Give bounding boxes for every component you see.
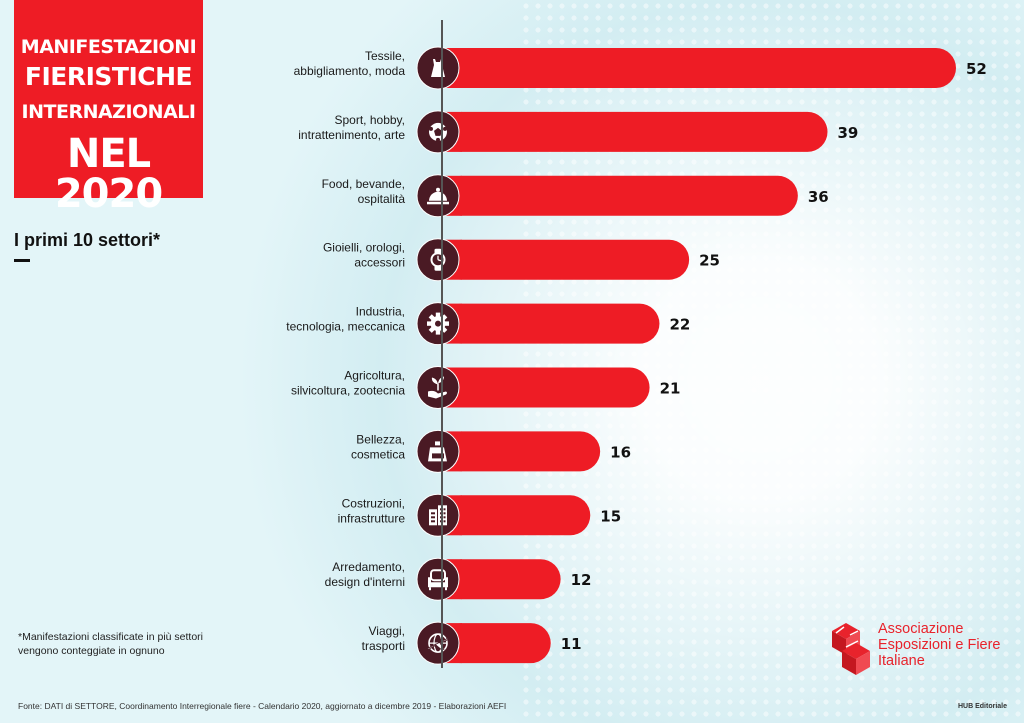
value-label-2: 39: [838, 124, 859, 142]
subtitle: I primi 10 settori*: [14, 230, 161, 250]
cloche-icon: [416, 174, 460, 218]
footnote-line-1: *Manifestazioni classificate in più sett…: [18, 631, 204, 643]
category-label-5-1: Industria,: [356, 305, 405, 319]
credit: HUB Editoriale: [958, 703, 1008, 710]
value-label-6: 21: [660, 380, 681, 398]
bar-5: [442, 303, 660, 344]
category-label-9-1: Arredamento,: [332, 560, 405, 574]
category-label-6-1: Agricoltura,: [344, 369, 405, 383]
category-label-3-1: Food, bevande,: [322, 177, 405, 191]
soccer-ball-icon: [416, 110, 460, 154]
category-label-9-2: design d'interni: [325, 575, 405, 589]
value-label-10: 11: [561, 635, 582, 653]
category-label-2-1: Sport, hobby,: [335, 113, 406, 127]
logo-line-1: Associazione: [878, 621, 964, 637]
footnote: *Manifestazioni classificate in più sett…: [18, 630, 238, 658]
category-label-2-2: intrattenimento, arte: [298, 128, 405, 142]
bar-6: [442, 367, 650, 408]
title-line-2: FIERISTICHE: [24, 62, 193, 91]
category-label-10-1: Viaggi,: [369, 624, 405, 638]
perfume-icon: [416, 429, 460, 473]
category-label-7-1: Bellezza,: [356, 432, 405, 446]
category-label-4-1: Gioielli, orologi,: [323, 241, 405, 255]
category-label-8-2: infrastrutture: [338, 511, 406, 525]
title-line-4: NEL 2020: [54, 131, 163, 217]
category-label-7-2: cosmetica: [351, 447, 405, 461]
category-label-6-2: silvicoltura, zootecnia: [291, 384, 405, 398]
bar-4: [442, 239, 690, 280]
title-box: MANIFESTAZIONI FIERISTICHE INTERNAZIONAL…: [14, 0, 203, 214]
category-label-4-2: accessori: [354, 256, 405, 270]
bar-3: [442, 175, 798, 216]
value-label-8: 15: [600, 507, 621, 525]
value-label-5: 22: [669, 316, 690, 334]
watch-icon: [416, 238, 460, 282]
bar-2: [442, 111, 828, 152]
bar-9: [442, 559, 561, 600]
logo-line-3: Italiane: [878, 653, 925, 669]
title-line-3: INTERNAZIONALI: [21, 101, 196, 123]
value-label-7: 16: [610, 443, 631, 461]
dress-icon: [416, 46, 460, 90]
category-label-8-1: Costruzioni,: [342, 496, 405, 510]
value-label-9: 12: [571, 571, 592, 589]
gear-icon: [416, 302, 460, 346]
title-line-1: MANIFESTAZIONI: [20, 36, 197, 58]
bar-7: [442, 431, 601, 472]
category-label-10-2: trasporti: [362, 639, 405, 653]
bar-8: [442, 495, 591, 536]
source-note: Fonte: DATI di SETTORE, Coordinamento In…: [18, 701, 507, 711]
value-label-4: 25: [699, 252, 720, 270]
bar-10: [442, 623, 551, 664]
plant-hand-icon: [416, 366, 460, 409]
armchair-icon: [416, 557, 460, 601]
category-label-1-2: abbigliamento, moda: [294, 64, 406, 78]
aefi-logo-text: Associazione Esposizioni e Fiere Italian…: [878, 621, 1008, 669]
footnote-line-2: vengono conteggiate in ognuno: [18, 645, 165, 657]
subtitle-dash: [14, 259, 30, 262]
category-label-3-2: ospitalità: [358, 192, 406, 206]
value-label-1: 52: [966, 60, 987, 78]
aefi-logo-mark: [832, 623, 870, 675]
category-label-5-2: tecnologia, meccanica: [286, 320, 405, 334]
logo-line-2: Esposizioni e Fiere: [878, 637, 1001, 653]
globe-plane-icon: [416, 621, 460, 665]
axis-line: [441, 20, 443, 668]
building-icon: [416, 493, 460, 537]
category-label-1-1: Tessile,: [365, 49, 405, 63]
aefi-logo: Associazione Esposizioni e Fiere Italian…: [828, 621, 1001, 681]
value-label-3: 36: [808, 188, 829, 206]
bar-1: [442, 48, 956, 88]
